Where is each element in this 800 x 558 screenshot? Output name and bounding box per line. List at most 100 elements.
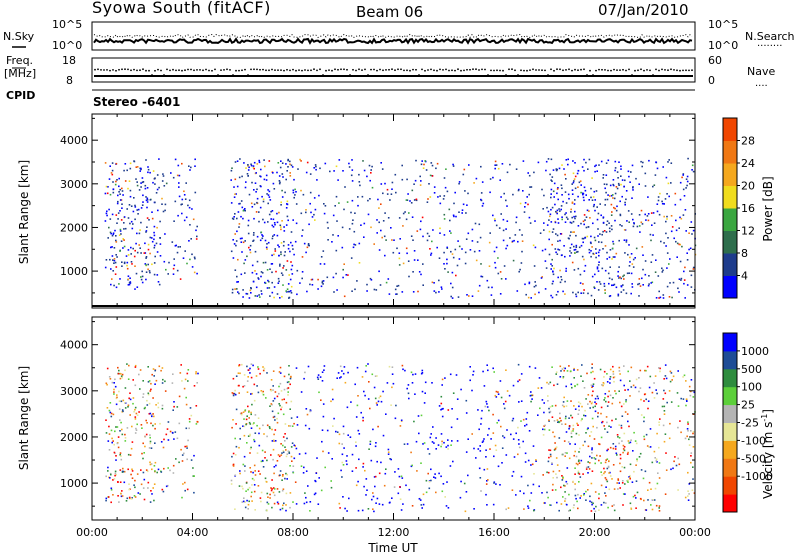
nave-point xyxy=(484,68,486,71)
rti-cell xyxy=(130,473,132,476)
rti-cell xyxy=(594,410,597,413)
rti-cell xyxy=(124,433,126,436)
rti-cell xyxy=(105,185,108,188)
rti-cell xyxy=(252,234,255,236)
rti-cell xyxy=(271,410,274,413)
rti-cell xyxy=(573,454,575,457)
rti-cell xyxy=(318,194,320,197)
rti-cell xyxy=(613,488,616,490)
rti-cell xyxy=(143,498,146,501)
rti-cell xyxy=(249,434,251,437)
rti-cell xyxy=(603,399,605,401)
rti-cell xyxy=(635,177,637,180)
rti-cell xyxy=(281,398,284,401)
rti-cell xyxy=(493,250,496,253)
rti-cell xyxy=(419,499,422,501)
rti-cell xyxy=(254,432,257,434)
rti-cell xyxy=(369,440,372,443)
rti-cell xyxy=(172,273,175,275)
velocity-colorbar-label-main: Velocity [m s xyxy=(761,422,775,499)
rti-cell xyxy=(284,433,286,435)
rti-cell xyxy=(234,193,236,195)
rti-cell xyxy=(128,283,131,286)
rti-cell xyxy=(485,456,487,458)
rti-cell xyxy=(304,371,306,374)
rti-cell xyxy=(492,503,495,506)
rti-cell xyxy=(290,455,293,458)
rti-cell xyxy=(173,264,176,267)
rti-cell xyxy=(147,487,149,489)
rti-cell xyxy=(692,396,695,398)
rti-cell xyxy=(406,443,409,445)
rti-cell xyxy=(557,187,559,189)
rti-cell xyxy=(391,497,393,499)
rti-cell xyxy=(123,222,125,224)
rti-cell xyxy=(563,245,565,247)
rti-cell xyxy=(631,197,633,199)
rti-cell xyxy=(288,425,290,427)
rti-cell xyxy=(577,291,579,294)
rti-cell xyxy=(551,231,554,233)
rti-cell xyxy=(304,424,307,427)
rti-cell xyxy=(270,379,273,381)
rti-cell xyxy=(534,220,536,222)
rti-cell xyxy=(376,375,378,377)
rti-cell xyxy=(259,296,261,298)
rti-cell xyxy=(627,170,630,173)
rti-cell xyxy=(442,483,445,485)
rti-cell xyxy=(311,216,314,218)
nave-point xyxy=(238,69,240,72)
rti-cell xyxy=(549,213,552,216)
rti-cell xyxy=(540,277,543,279)
rti-cell xyxy=(473,447,475,450)
rti-cell xyxy=(140,182,142,184)
rti-cell xyxy=(537,161,540,164)
rti-cell xyxy=(134,384,137,387)
rti-cell xyxy=(262,424,264,427)
rti-cell xyxy=(165,485,168,488)
rti-cell xyxy=(246,499,248,502)
rti-cell xyxy=(614,448,617,450)
rti-cell xyxy=(566,503,568,506)
rti-cell xyxy=(278,385,280,388)
rti-cell xyxy=(639,452,642,455)
rti-cell xyxy=(321,371,324,373)
rti-cell xyxy=(348,166,351,168)
rti-cell xyxy=(248,417,250,419)
rti-cell xyxy=(465,412,468,414)
nave-point xyxy=(307,69,309,72)
rti-cell xyxy=(110,501,112,504)
rti-cell xyxy=(341,476,343,478)
rti-cell xyxy=(285,290,287,292)
rti-cell xyxy=(231,288,234,291)
rti-cell xyxy=(635,464,637,466)
rti-cell xyxy=(115,426,117,428)
rti-cell xyxy=(557,218,559,220)
rti-cell xyxy=(116,256,118,258)
rti-cell xyxy=(671,226,674,228)
rti-cell xyxy=(173,220,175,222)
rti-cell xyxy=(559,210,561,212)
nave-point xyxy=(112,69,114,71)
rti-cell xyxy=(350,401,352,403)
rti-cell xyxy=(543,411,545,414)
rti-cell xyxy=(149,436,151,439)
rti-cell xyxy=(625,400,627,403)
rti-cell xyxy=(499,380,502,382)
rti-cell xyxy=(431,382,433,384)
rti-cell xyxy=(149,440,152,443)
rti-cell xyxy=(370,279,373,281)
rti-cell xyxy=(177,246,180,248)
rti-cell xyxy=(369,179,371,182)
rti-cell xyxy=(381,503,384,506)
rti-cell xyxy=(678,243,681,246)
rti-cell xyxy=(282,436,285,438)
rti-cell xyxy=(309,191,312,194)
rti-cell xyxy=(550,455,552,458)
rti-cell xyxy=(238,292,240,295)
rti-cell xyxy=(265,481,268,483)
rti-cell xyxy=(444,268,446,270)
rti-cell xyxy=(374,445,377,448)
nave-point xyxy=(241,69,243,72)
rti-cell xyxy=(583,289,585,291)
